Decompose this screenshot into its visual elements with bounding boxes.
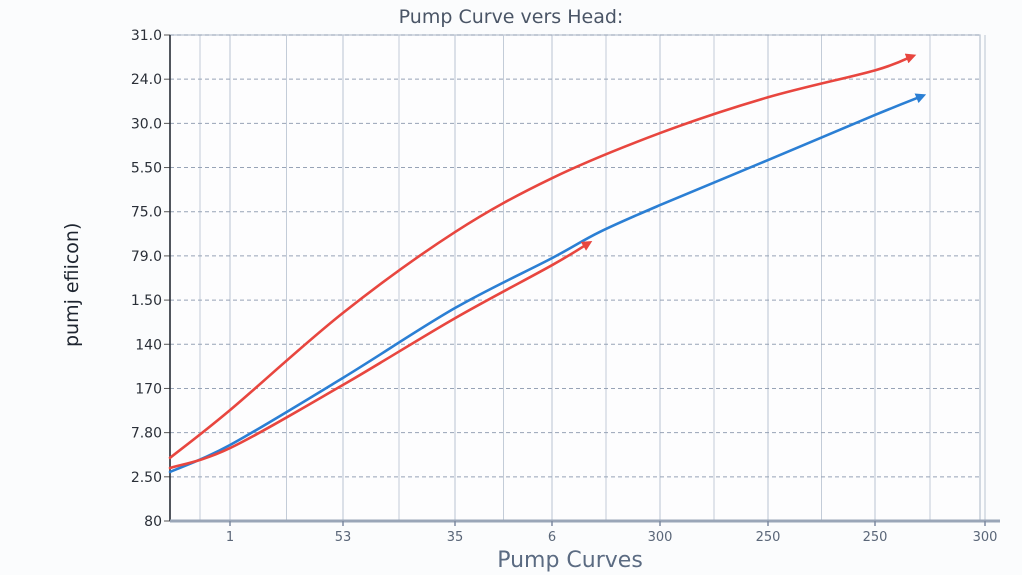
y-tick-label: 75.0 xyxy=(131,205,162,221)
x-tick-label: 300 xyxy=(973,530,998,545)
chart-title: Pump Curve vers Head: xyxy=(398,6,624,28)
y-tick-label: 79.0 xyxy=(131,249,162,265)
y-tick-label: 80 xyxy=(144,514,162,530)
y-tick-label: 5.50 xyxy=(131,161,162,177)
x-tick-label: 300 xyxy=(648,530,673,545)
x-tick-label: 250 xyxy=(756,530,781,545)
y-tick-label: 140 xyxy=(135,337,162,353)
series-line-2 xyxy=(168,93,927,474)
x-axis-label: Pump Curves xyxy=(497,548,643,573)
x-tick-label: 53 xyxy=(335,530,352,545)
x-tick-label: 35 xyxy=(447,530,464,545)
series-line-3 xyxy=(168,240,593,470)
x-tick-label: 250 xyxy=(863,530,888,545)
y-tick-label: 30.0 xyxy=(131,116,162,132)
y-tick-label: 170 xyxy=(135,381,162,397)
y-tick-label: 2.50 xyxy=(131,470,162,486)
x-tick-label: 1 xyxy=(226,530,234,545)
series-line-1 xyxy=(168,53,917,460)
y-tick-label: 31.0 xyxy=(131,28,162,44)
y-tick-label: 7.80 xyxy=(131,426,162,442)
y-tick-label: 24.0 xyxy=(131,72,162,88)
x-tick-label: 6 xyxy=(548,530,556,545)
y-tick-label: 1.50 xyxy=(131,293,162,309)
plot-area xyxy=(169,34,981,522)
